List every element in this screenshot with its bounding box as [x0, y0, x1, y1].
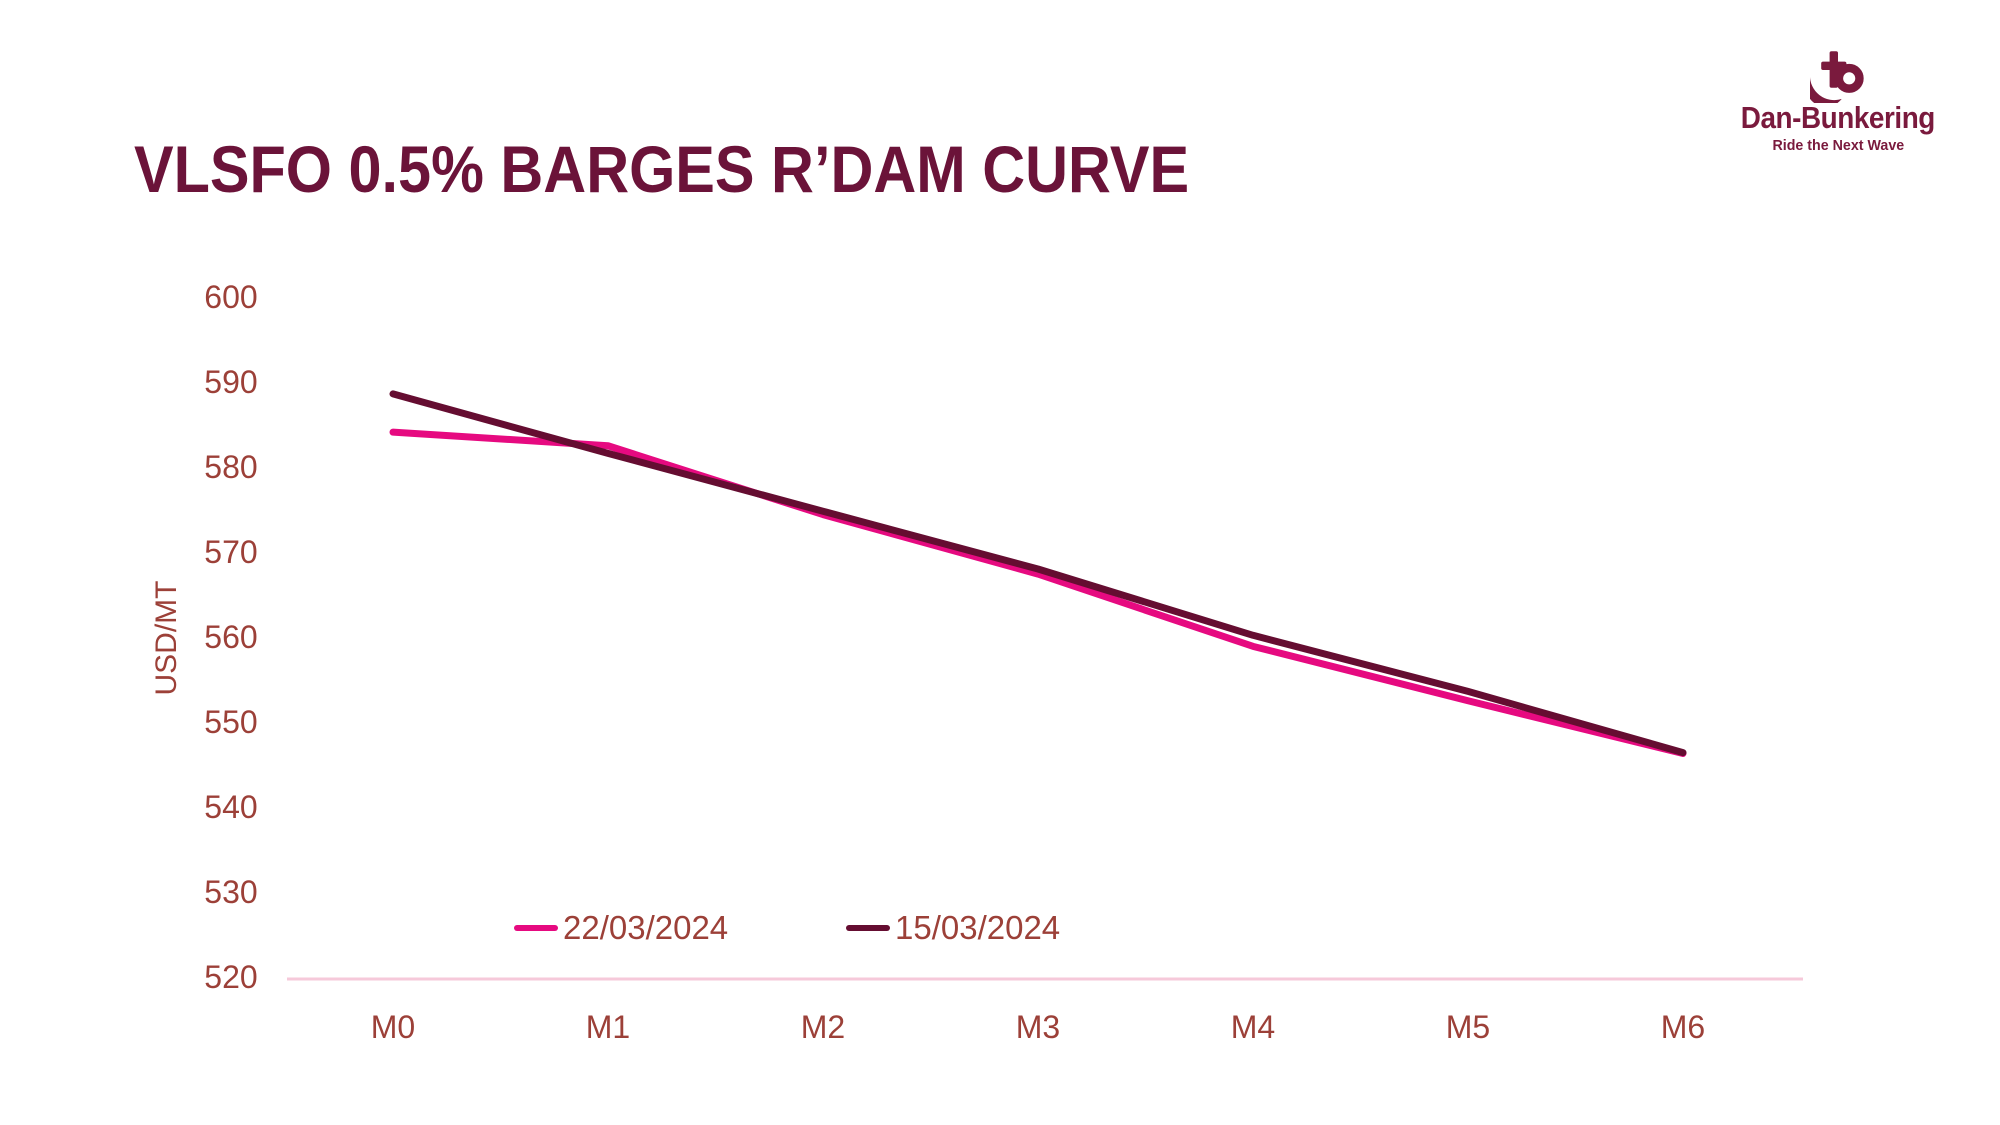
- legend-swatch-pink: [514, 925, 558, 931]
- logo-name: Dan-Bunkering: [1740, 100, 1936, 135]
- y-tick-label: 590: [204, 364, 257, 400]
- y-tick-label: 560: [204, 619, 257, 655]
- legend-item-series-1: 15/03/2024: [846, 908, 1060, 948]
- y-tick-label: 540: [204, 789, 257, 825]
- anchor-b-icon: [1810, 50, 1866, 103]
- x-tick-label: M2: [801, 1009, 845, 1045]
- x-tick-label: M0: [371, 1009, 415, 1045]
- company-logo: Dan-Bunkering Ride the Next Wave: [1740, 50, 1936, 153]
- series-line-0: [389, 428, 1687, 757]
- legend-label: 15/03/2024: [895, 909, 1061, 946]
- y-tick-label: 600: [204, 279, 257, 315]
- x-tick-label: M5: [1446, 1009, 1490, 1045]
- legend-item-series-0: 22/03/2024: [514, 908, 728, 948]
- x-tick-label: M4: [1231, 1009, 1275, 1045]
- series-line-1: [389, 390, 1687, 757]
- legend-swatch-dark: [846, 925, 890, 931]
- chart-title: VLSFO 0.5% BARGES R’DAM CURVE: [134, 132, 1190, 206]
- y-tick-label: 530: [204, 874, 257, 910]
- logo-tagline: Ride the Next Wave: [1772, 137, 1904, 155]
- x-tick-label: M3: [1016, 1009, 1060, 1045]
- y-axis-title: USD/MT: [150, 581, 183, 696]
- y-tick-label: 580: [204, 449, 257, 485]
- y-tick-label: 520: [204, 959, 257, 995]
- legend-label: 22/03/2024: [563, 909, 729, 946]
- y-tick-label: 550: [204, 704, 257, 740]
- x-tick-label: M1: [586, 1009, 630, 1045]
- x-tick-label: M6: [1661, 1009, 1705, 1045]
- y-tick-label: 570: [204, 534, 257, 570]
